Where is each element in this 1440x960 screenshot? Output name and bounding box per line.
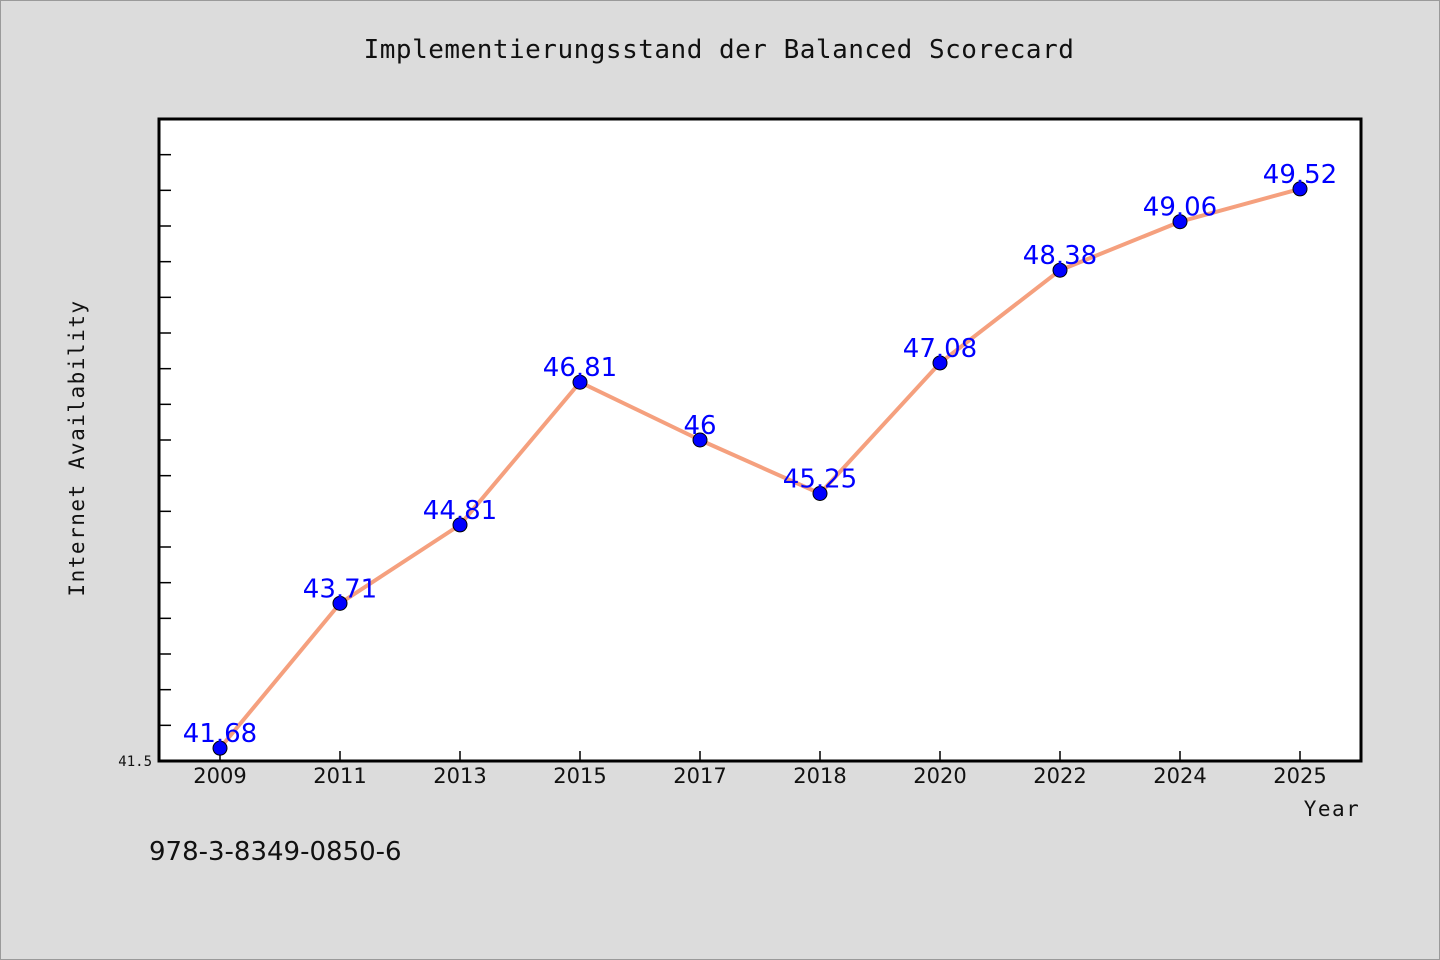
data-point xyxy=(1052,262,1068,278)
data-label: 43.71 xyxy=(303,574,377,604)
data-point xyxy=(692,432,708,448)
chart-title: Implementierungsstand der Balanced Score… xyxy=(363,35,1075,65)
data-markers xyxy=(212,181,1308,756)
data-point xyxy=(212,740,228,756)
data-point xyxy=(1292,181,1308,197)
data-label: 41.68 xyxy=(183,719,257,749)
x-tick-label: 2013 xyxy=(433,764,486,788)
data-point xyxy=(812,486,828,501)
data-point xyxy=(332,595,348,611)
x-tick-label: 2025 xyxy=(1273,764,1326,788)
x-tick-label: 2022 xyxy=(1033,764,1086,788)
data-point xyxy=(932,355,948,371)
plot-area xyxy=(157,117,1363,763)
y-axis-min-label: 41.5 xyxy=(118,754,152,770)
x-tick-label: 2024 xyxy=(1153,764,1206,788)
data-label: 49.52 xyxy=(1263,160,1337,190)
x-axis-ticks: 2009 2011 2013 2015 2017 2018 2020 2022 2024 2025 xyxy=(193,751,1327,788)
y-axis-label: Internet Availability xyxy=(65,299,89,596)
x-tick-label: 2018 xyxy=(793,764,846,788)
x-tick-label: 2009 xyxy=(193,764,246,788)
data-labels: 41.68 43.71 44.81 46.81 46 45.25 47.08 48.38 49.… xyxy=(183,160,1337,749)
series-line xyxy=(218,186,1302,751)
data-label: 49.06 xyxy=(1143,193,1217,223)
data-label: 46 xyxy=(683,411,716,441)
data-label: 46.81 xyxy=(543,353,617,383)
data-label: 44.81 xyxy=(423,496,497,526)
data-label: 45.25 xyxy=(783,465,857,495)
x-tick-label: 2017 xyxy=(673,764,726,788)
y-axis-ticks xyxy=(159,118,171,762)
data-label: 47.08 xyxy=(903,334,977,364)
x-tick-label: 2015 xyxy=(553,764,606,788)
isbn-footer: 978-3-8349-0850-6 xyxy=(149,837,402,867)
x-axis-label: Year xyxy=(1304,797,1361,821)
x-tick-label: 2020 xyxy=(913,764,966,788)
x-tick-label: 2011 xyxy=(313,764,366,788)
data-point xyxy=(572,374,588,390)
data-label: 48.38 xyxy=(1023,241,1097,271)
data-point xyxy=(1172,214,1188,230)
data-point xyxy=(452,517,468,533)
